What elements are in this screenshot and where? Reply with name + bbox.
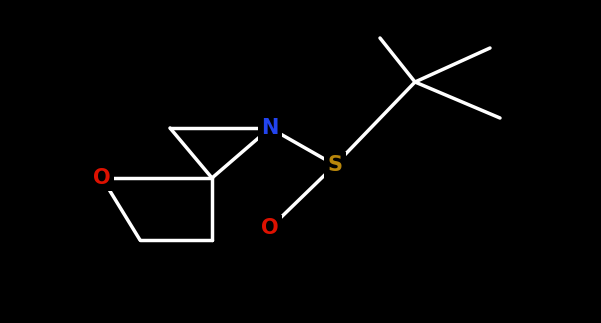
Text: O: O: [93, 168, 111, 188]
Text: N: N: [261, 118, 279, 138]
Text: S: S: [328, 155, 343, 175]
Text: O: O: [261, 218, 279, 238]
